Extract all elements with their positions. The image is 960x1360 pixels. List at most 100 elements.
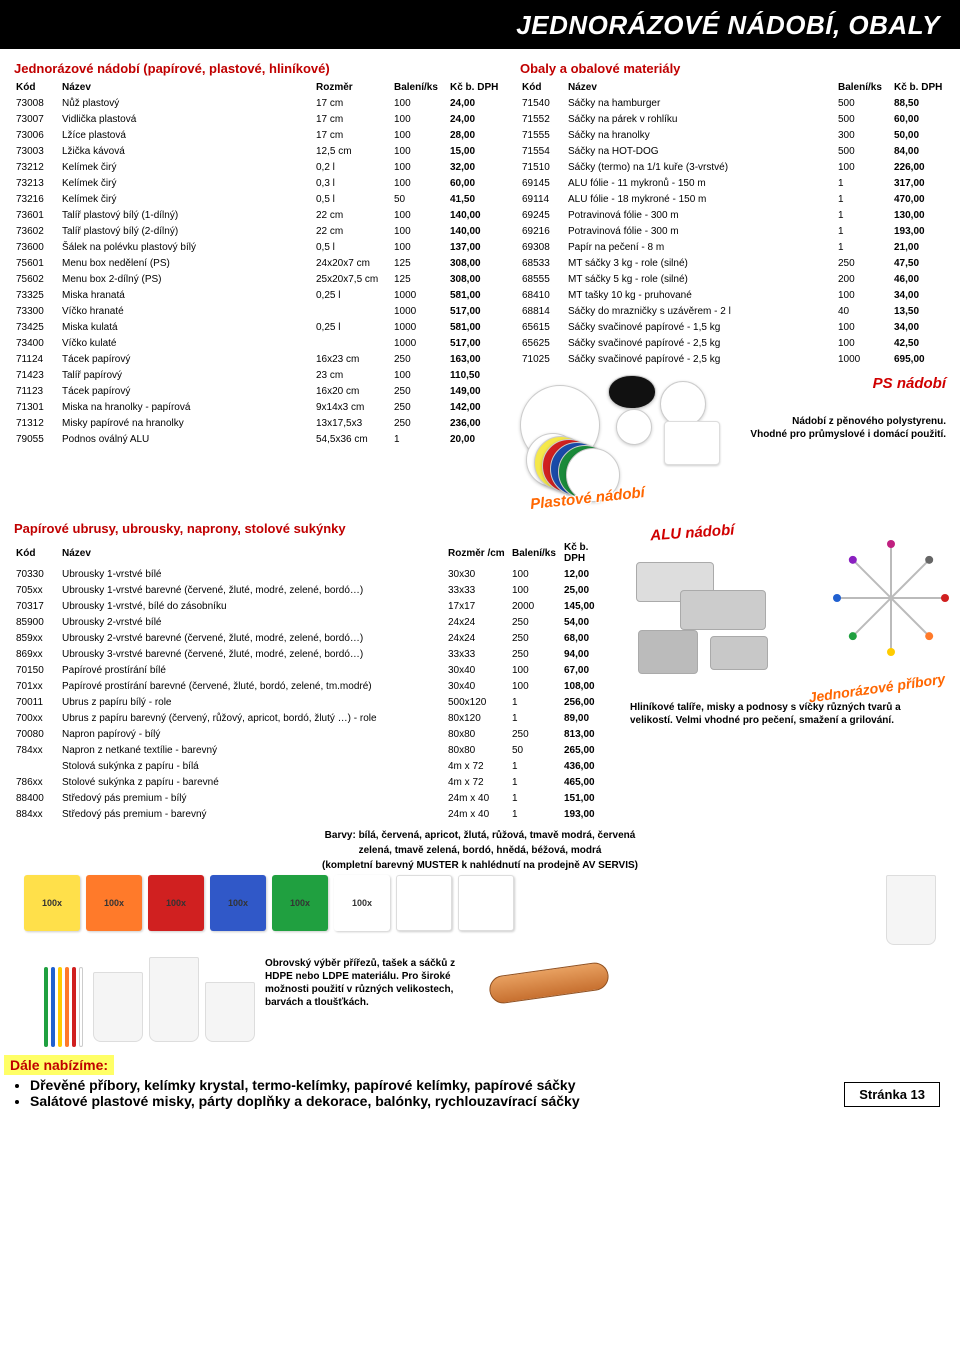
table1: Kód Název Rozměr Balení/ks Kč b. DPH 730… [14, 80, 504, 447]
table-row: 79055Podnos oválný ALU54,5x36 cm120,00 [14, 431, 504, 447]
th-bal: Balení/ks [510, 540, 562, 566]
table-row: 73600Šálek na polévku plastový bílý0,5 l… [14, 239, 504, 255]
table-row: 73006Lžíce plastová17 cm10028,00 [14, 127, 504, 143]
table-row: 85900Ubrousky 2-vrstvé bílé24x2425054,00 [14, 614, 614, 630]
table-row: 73216Kelímek čirý0,5 l5041,50 [14, 191, 504, 207]
napkin-row: 100x100x100x100x100x100x [14, 875, 946, 953]
th-rozm: Rozměr /cm [446, 540, 510, 566]
table-row: 73212Kelímek čirý0,2 l10032,00 [14, 159, 504, 175]
alu-caption: Hliníkové talíře, misky a podnosy s víčk… [630, 702, 946, 727]
bottom-illustrations: Obrovský výběr přířezů, tašek a sáčků z … [14, 953, 946, 1055]
illustration-plates: PS nádobí Nádobí z pěnového polystyrenu.… [520, 375, 946, 507]
table-row: 73602Talíř plastový bílý (2-dílný)22 cm1… [14, 223, 504, 239]
table-row: 71555Sáčky na hranolky30050,00 [520, 127, 946, 143]
color-note: Barvy: bílá, červená, apricot, žlutá, rů… [14, 822, 946, 875]
th-kod: Kód [14, 540, 60, 566]
table-row: 70011Ubrus z papíru bílý - role500x12012… [14, 694, 614, 710]
table3-title: Papírové ubrusy, ubrousky, naprony, stol… [14, 521, 614, 536]
hdpe-caption: Obrovský výběr přířezů, tašek a sáčků z … [265, 957, 475, 1009]
table-row: 71423Talíř papírový23 cm100110,50 [14, 367, 504, 383]
table-row: 859xxUbrousky 2-vrstvé barevné (červené,… [14, 630, 614, 646]
table-row: 73601Talíř plastový bílý (1-dílný)22 cm1… [14, 207, 504, 223]
footer-bullet-1: Dřevěné příbory, kelímky krystal, termo-… [30, 1077, 960, 1093]
napkin: 100x [148, 875, 204, 931]
th-nazev: Název [60, 540, 446, 566]
table1-title: Jednorázové nádobí (papírové, plastové, … [14, 61, 504, 76]
page-header: JEDNORÁZOVÉ NÁDOBÍ, OBALY [0, 0, 960, 49]
napkin: 100x [86, 875, 142, 931]
dale-label: Dále nabízíme: [4, 1055, 114, 1075]
th-kc: Kč b. DPH [892, 80, 946, 95]
table-row: 75601Menu box nedělení (PS)24x20x7 cm125… [14, 255, 504, 271]
table-row: 71540Sáčky na hamburger50088,50 [520, 95, 946, 111]
color-note-l1: Barvy: bílá, červená, apricot, žlutá, rů… [14, 828, 946, 843]
table-row: 68555MT sáčky 5 kg - role (silné)20046,0… [520, 271, 946, 287]
table-row: 700xxUbrus z papíru barevný (červený, rů… [14, 710, 614, 726]
th-bal: Balení/ks [392, 80, 448, 95]
napkin: 100x [24, 875, 80, 931]
ps-caption-2: Vhodné pro průmyslové i domácí použití. [728, 429, 946, 442]
table-row: 786xxStolové sukýnka z papíru - barevné4… [14, 774, 614, 790]
th-kc: Kč b. DPH [448, 80, 504, 95]
table-row: 88400Středový pás premium - bílý24m x 40… [14, 790, 614, 806]
table-row: 884xxStředový pás premium - barevný24m x… [14, 806, 614, 822]
table-row: 73008Nůž plastový17 cm10024,00 [14, 95, 504, 111]
table-row: 68814Sáčky do mrazničky s uzávěrem - 2 l… [520, 303, 946, 319]
table-row: 69308Papír na pečení - 8 m121,00 [520, 239, 946, 255]
table-row: 69145ALU fólie - 11 mykronů - 150 m1317,… [520, 175, 946, 191]
table-row: 701xxPapírové prostírání barevné (červen… [14, 678, 614, 694]
table-row: 71510Sáčky (termo) na 1/1 kuře (3-vrstvé… [520, 159, 946, 175]
table-row: 73425Miska kulatá0,25 l1000581,00 [14, 319, 504, 335]
table-row: 70080Napron papírový - bílý80x80250813,0… [14, 726, 614, 742]
table-row: 71123Tácek papírový16x20 cm250149,00 [14, 383, 504, 399]
table2: Kód Název Balení/ks Kč b. DPH 71540Sáčky… [520, 80, 946, 367]
th-kc: Kč b. DPH [562, 540, 614, 566]
label-ps: PS nádobí [728, 375, 946, 392]
table-row: 73325Miska hranatá0,25 l1000581,00 [14, 287, 504, 303]
th-kod: Kód [520, 80, 566, 95]
th-kod: Kód [14, 80, 60, 95]
table-row: 71554Sáčky na HOT-DOG50084,00 [520, 143, 946, 159]
label-pribory: Jednorázové příbory [808, 670, 947, 705]
napkin: 100x [334, 875, 390, 931]
napkin: 100x [272, 875, 328, 931]
table-row: 705xxUbrousky 1-vrstvé barevné (červené,… [14, 582, 614, 598]
page-number: Stránka 13 [844, 1082, 940, 1107]
table-row: 73003Lžička kávová12,5 cm10015,00 [14, 143, 504, 159]
table-row: 68533MT sáčky 3 kg - role (silné)25047,5… [520, 255, 946, 271]
label-alu: ALU nádobí [650, 507, 946, 545]
ps-caption-1: Nádobí z pěnového polystyrenu. [728, 416, 946, 429]
table-row: 73400Víčko kulaté1000517,00 [14, 335, 504, 351]
table-row: 71025Sáčky svačinové papírové - 2,5 kg10… [520, 351, 946, 367]
th-rozm: Rozměr [314, 80, 392, 95]
color-note-l3: (kompletní barevný MUSTER k nahlédnutí n… [14, 858, 946, 873]
table-row: 71301Miska na hranolky - papírová9x14x3 … [14, 399, 504, 415]
table-row: 869xxUbrousky 3-vrstvé barevné (červené,… [14, 646, 614, 662]
table-row: 73007Vidlička plastová17 cm10024,00 [14, 111, 504, 127]
th-nazev: Název [566, 80, 836, 95]
footer-bullet-2: Salátové plastové misky, párty doplňky a… [30, 1093, 960, 1109]
table-row: 73300Víčko hranaté1000517,00 [14, 303, 504, 319]
table3: Kód Název Rozměr /cm Balení/ks Kč b. DPH… [14, 540, 614, 822]
table-row: 70150Papírové prostírání bílé30x4010067,… [14, 662, 614, 678]
table-row: 73213Kelímek čirý0,3 l10060,00 [14, 175, 504, 191]
table-row: 69114ALU fólie - 18 mykroné - 150 m1470,… [520, 191, 946, 207]
illustration-alu: Jednorázové příbory [630, 542, 946, 692]
table-row: 68410MT tašky 10 kg - pruhované10034,00 [520, 287, 946, 303]
napkin: 100x [210, 875, 266, 931]
table-row: 784xxNapron z netkané textílie - barevný… [14, 742, 614, 758]
table-row: 70330Ubrousky 1-vrstvé bílé30x3010012,00 [14, 566, 614, 582]
table-row: 65615Sáčky svačinové papírové - 1,5 kg10… [520, 319, 946, 335]
th-nazev: Název [60, 80, 314, 95]
footer: Dále nabízíme: Dřevěné příbory, kelímky … [0, 1055, 960, 1115]
table-row: 70317Ubrousky 1-vrstvé, bílé do zásobník… [14, 598, 614, 614]
table-row: 71552Sáčky na párek v rohlíku50060,00 [520, 111, 946, 127]
table-row: 71312Misky papírové na hranolky13x17,5x3… [14, 415, 504, 431]
table-row: 65625Sáčky svačinové papírové - 2,5 kg10… [520, 335, 946, 351]
table-row: 75602Menu box 2-dílný (PS)25x20x7,5 cm12… [14, 271, 504, 287]
table-row: Stolová sukýnka z papíru - bílá4m x 7214… [14, 758, 614, 774]
table-row: 71124Tácek papírový16x23 cm250163,00 [14, 351, 504, 367]
th-bal: Balení/ks [836, 80, 892, 95]
table2-title: Obaly a obalové materiály [520, 61, 946, 76]
table-row: 69216Potravinová fólie - 300 m1193,00 [520, 223, 946, 239]
